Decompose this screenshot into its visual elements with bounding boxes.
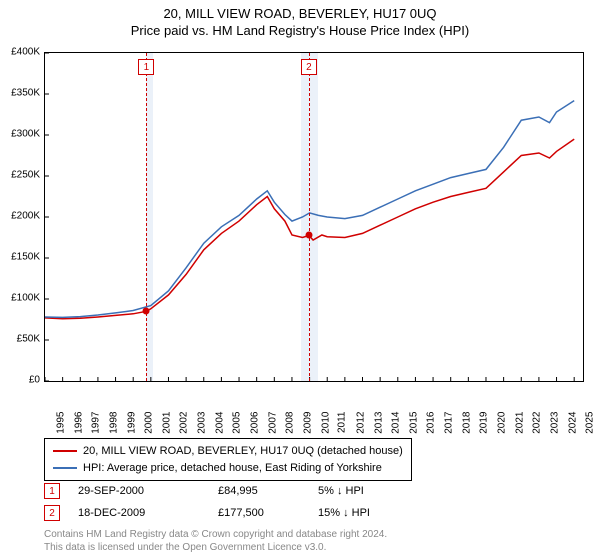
- x-tick-label: 2012: [355, 412, 366, 434]
- x-tick-label: 2019: [479, 412, 490, 434]
- chart-title: 20, MILL VIEW ROAD, BEVERLEY, HU17 0UQ: [0, 6, 600, 21]
- x-tick-label: 2007: [267, 412, 278, 434]
- x-tick-label: 2017: [443, 412, 454, 434]
- y-tick-label: £150K: [11, 252, 40, 263]
- marker-row: 1 29-SEP-2000 £84,995 5% ↓ HPI: [44, 480, 438, 502]
- y-tick-label: £250K: [11, 170, 40, 181]
- x-tick-label: 2024: [567, 412, 578, 434]
- footnote-line: This data is licensed under the Open Gov…: [44, 541, 387, 554]
- marker-chip: 1: [138, 59, 154, 75]
- x-tick-label: 1999: [126, 412, 137, 434]
- marker-badge-num: 2: [49, 508, 55, 519]
- chart-container: 20, MILL VIEW ROAD, BEVERLEY, HU17 0UQ P…: [0, 0, 600, 560]
- legend-item: 20, MILL VIEW ROAD, BEVERLEY, HU17 0UQ (…: [53, 443, 403, 460]
- x-tick-label: 2023: [549, 412, 560, 434]
- x-tick-label: 2018: [461, 412, 472, 434]
- marker-pct: 15% ↓ HPI: [318, 507, 438, 519]
- x-tick-label: 2021: [514, 412, 525, 434]
- x-tick-label: 2025: [584, 412, 595, 434]
- markers-table: 1 29-SEP-2000 £84,995 5% ↓ HPI 2 18-DEC-…: [44, 480, 438, 524]
- legend-swatch: [53, 450, 77, 452]
- legend-swatch: [53, 467, 77, 469]
- sale-dot: [143, 308, 150, 315]
- x-tick-label: 1995: [55, 412, 66, 434]
- x-tick-label: 2002: [179, 412, 190, 434]
- y-tick-label: £350K: [11, 88, 40, 99]
- marker-badge: 1: [44, 483, 60, 499]
- marker-price: £84,995: [218, 485, 318, 497]
- plot-area: 12: [44, 52, 584, 382]
- x-tick-label: 2003: [196, 412, 207, 434]
- y-tick-label: £100K: [11, 293, 40, 304]
- marker-chip: 2: [301, 59, 317, 75]
- chart-subtitle: Price paid vs. HM Land Registry's House …: [0, 23, 600, 38]
- y-tick-label: £300K: [11, 129, 40, 140]
- x-tick-label: 2008: [285, 412, 296, 434]
- legend: 20, MILL VIEW ROAD, BEVERLEY, HU17 0UQ (…: [44, 438, 412, 481]
- x-tick-label: 2006: [249, 412, 260, 434]
- x-tick-label: 2022: [532, 412, 543, 434]
- x-tick-label: 2011: [337, 412, 348, 434]
- marker-vline: [146, 53, 147, 381]
- marker-vline: [309, 53, 310, 381]
- x-tick-label: 2005: [232, 412, 243, 434]
- plot-svg: [45, 53, 583, 381]
- marker-badge-num: 1: [49, 486, 55, 497]
- x-tick-label: 2015: [408, 412, 419, 434]
- marker-date: 29-SEP-2000: [78, 485, 218, 497]
- y-tick-label: £200K: [11, 211, 40, 222]
- x-axis: 1995 1996 1997 1998 1999 2000 2001 2002 2003 2004…: [44, 382, 584, 434]
- marker-badge: 2: [44, 505, 60, 521]
- marker-price: £177,500: [218, 507, 318, 519]
- x-tick-label: 1996: [73, 412, 84, 434]
- x-tick-label: 2013: [373, 412, 384, 434]
- x-tick-label: 2016: [426, 412, 437, 434]
- marker-row: 2 18-DEC-2009 £177,500 15% ↓ HPI: [44, 502, 438, 524]
- legend-label: HPI: Average price, detached house, East…: [83, 460, 382, 477]
- marker-pct: 5% ↓ HPI: [318, 485, 438, 497]
- x-tick-label: 2010: [320, 412, 331, 434]
- x-tick-label: 1998: [108, 412, 119, 434]
- title-block: 20, MILL VIEW ROAD, BEVERLEY, HU17 0UQ P…: [0, 0, 600, 38]
- x-tick-label: 2014: [390, 412, 401, 434]
- x-tick-label: 2009: [302, 412, 313, 434]
- x-tick-label: 2001: [161, 412, 172, 434]
- marker-date: 18-DEC-2009: [78, 507, 218, 519]
- footnote: Contains HM Land Registry data © Crown c…: [44, 528, 387, 554]
- legend-label: 20, MILL VIEW ROAD, BEVERLEY, HU17 0UQ (…: [83, 443, 403, 460]
- footnote-line: Contains HM Land Registry data © Crown c…: [44, 528, 387, 541]
- y-axis: £0£50K£100K£150K£200K£250K£300K£350K£400…: [0, 52, 44, 382]
- sale-dot: [305, 232, 312, 239]
- x-tick-label: 2004: [214, 412, 225, 434]
- y-tick-label: £400K: [11, 47, 40, 58]
- y-tick-label: £0: [29, 375, 40, 386]
- y-tick-label: £50K: [17, 334, 40, 345]
- legend-item: HPI: Average price, detached house, East…: [53, 460, 403, 477]
- x-tick-label: 1997: [91, 412, 102, 434]
- x-tick-label: 2000: [143, 412, 154, 434]
- x-tick-label: 2020: [496, 412, 507, 434]
